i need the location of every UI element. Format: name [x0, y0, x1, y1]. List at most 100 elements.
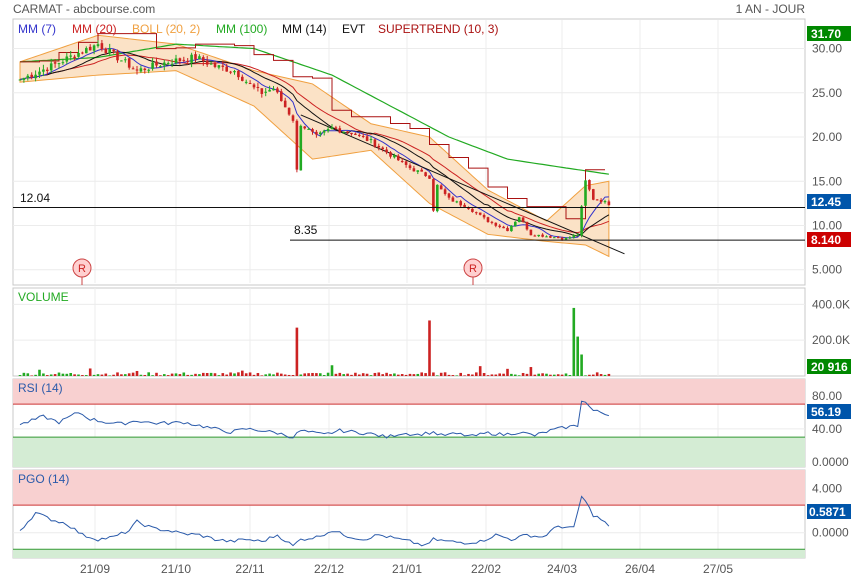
pgo-title: PGO (14): [18, 472, 69, 486]
volume-bar: [241, 370, 244, 376]
candle-body: [510, 225, 513, 232]
candle-body: [420, 169, 423, 172]
volume-bar: [276, 372, 279, 376]
candle-body: [283, 100, 287, 108]
volume-bar: [416, 373, 420, 376]
marker-r-2[interactable]: R: [463, 258, 483, 285]
candle-body: [556, 237, 560, 239]
volume-bar: [549, 374, 552, 376]
volume-bar: [85, 375, 88, 376]
candle-body: [568, 237, 572, 239]
badge-low: 8.140: [807, 232, 851, 247]
candle-body: [26, 75, 30, 79]
volume-bar: [592, 374, 595, 376]
volume-bar: [514, 374, 517, 376]
volume-bar: [529, 367, 533, 376]
candle-body: [194, 54, 197, 60]
volume-y-tick-label: 400.0K: [812, 297, 850, 311]
volume-bar: [393, 373, 396, 376]
legend-boll: BOLL (20, 2): [132, 22, 200, 36]
candle-body: [252, 84, 256, 88]
candle-body: [209, 63, 213, 65]
candle-body: [221, 65, 225, 67]
legend-mm100: MM (100): [216, 22, 267, 36]
volume-bar: [576, 336, 579, 376]
volume-bar: [560, 374, 564, 376]
candle-body: [108, 48, 111, 54]
badge-high: 31.70: [807, 26, 851, 41]
candle-body: [319, 132, 322, 135]
candle-body: [100, 43, 104, 50]
candle-body: [443, 189, 447, 194]
volume-bar: [229, 372, 232, 376]
volume-bar: [299, 374, 303, 376]
volume-bar: [311, 372, 314, 376]
candle-body: [584, 180, 587, 206]
volume-bar: [553, 374, 556, 376]
candle-body: [264, 91, 267, 93]
volume-bar: [81, 375, 84, 376]
candle-body: [361, 135, 365, 137]
candle-body: [88, 46, 92, 51]
volume-bar: [373, 372, 377, 376]
pgo-line: [19, 495, 610, 547]
candle-body: [291, 115, 295, 121]
volume-bar: [525, 373, 529, 376]
candle-body: [603, 200, 607, 203]
volume-bar: [112, 374, 115, 376]
volume-bar: [584, 375, 587, 376]
candle-body: [155, 61, 158, 66]
volume-bar: [260, 375, 264, 376]
candle-body: [595, 199, 599, 201]
candle-body: [576, 234, 579, 236]
volume-bar: [256, 373, 260, 376]
candle-body: [135, 69, 139, 71]
candle-body: [498, 225, 501, 227]
candle-body: [159, 66, 162, 68]
candle-body: [490, 221, 494, 223]
volume-bar: [209, 372, 213, 376]
candle-body: [549, 236, 552, 238]
legend-evt: EVT: [342, 22, 366, 36]
candle-body: [482, 214, 486, 218]
rsi-title: RSI (14): [18, 381, 63, 395]
candle-body: [486, 217, 490, 223]
candle-body: [46, 69, 49, 72]
candle-body: [241, 76, 244, 81]
candle-body: [143, 68, 147, 71]
candle-body: [124, 59, 127, 61]
candle-body: [30, 74, 33, 78]
volume-bar: [108, 375, 111, 376]
candle-body: [256, 86, 260, 88]
volume-bar: [174, 373, 178, 376]
volume-bar: [420, 372, 423, 376]
candle-body: [459, 201, 462, 206]
volume-bar: [350, 374, 353, 376]
volume-bar: [135, 370, 139, 376]
volume-bar: [127, 373, 131, 376]
volume-bar: [166, 375, 170, 376]
candle-body: [389, 152, 392, 157]
candle-body: [127, 58, 131, 68]
candle-body: [77, 52, 80, 57]
volume-title: VOLUME: [18, 290, 69, 304]
candle-body: [478, 212, 482, 215]
volume-bar: [408, 373, 412, 376]
marker-r-1[interactable]: R: [72, 258, 92, 285]
volume-bar: [205, 373, 209, 376]
volume-bar: [92, 374, 96, 376]
volume-bar: [467, 373, 470, 376]
candle-body: [373, 139, 377, 147]
volume-bar: [77, 374, 80, 376]
candle-body: [34, 74, 37, 79]
candle-body: [408, 165, 412, 169]
volume-bar: [475, 372, 478, 376]
candle-body: [61, 62, 65, 64]
volume-bar: [280, 373, 283, 376]
legend-mm20: MM (20): [72, 22, 117, 36]
svg-text:R: R: [78, 263, 86, 275]
volume-bar: [381, 374, 384, 376]
candle-body: [174, 58, 178, 64]
volume-bar: [315, 373, 318, 376]
